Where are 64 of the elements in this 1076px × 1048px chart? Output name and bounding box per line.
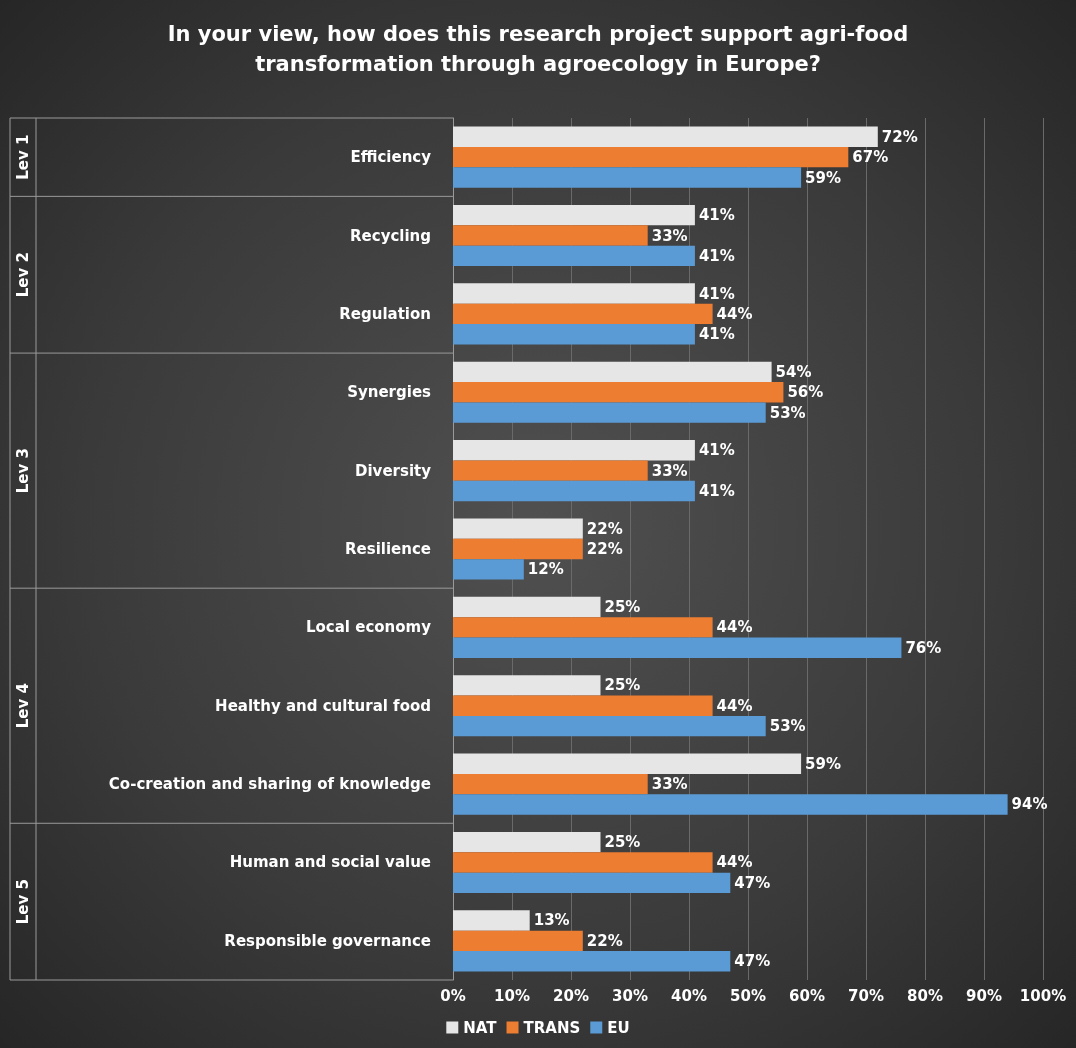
y-tick-label: Healthy and cultural food: [215, 696, 431, 715]
x-tick-label: 50%: [730, 986, 766, 1005]
data-label: 13%: [533, 911, 570, 930]
y-tick-label: Efficiency: [350, 148, 432, 167]
data-label: 41%: [698, 482, 735, 501]
data-label: 76%: [905, 638, 942, 657]
text: Lev 3: [14, 448, 32, 494]
y-tick-label: Human and social value: [229, 853, 431, 872]
y-tick-label: Recycling: [350, 226, 431, 245]
data-label: 53%: [769, 717, 806, 736]
y-tick-label: Synergies: [347, 383, 432, 402]
chart-title: In your view, how does this research project support agri-food transformation through agroecology in Europe?: [167, 22, 909, 76]
data-label: 41%: [698, 284, 735, 303]
data-label: 47%: [734, 873, 771, 892]
data-label: 41%: [698, 441, 735, 460]
legend-label: NAT: [463, 1018, 498, 1037]
data-label: 33%: [651, 775, 688, 794]
x-tick-label: 10%: [494, 986, 530, 1005]
legend-label: TRANS: [523, 1018, 581, 1037]
y-tick-label: Responsible governance: [224, 931, 431, 950]
data-label: 33%: [651, 461, 688, 480]
data-label: 44%: [716, 304, 753, 323]
x-tick-label: 80%: [907, 986, 943, 1005]
x-tick-label: 90%: [966, 986, 1002, 1005]
data-label: 12%: [527, 560, 564, 579]
data-label: 72%: [881, 127, 918, 146]
data-label: 94%: [1011, 795, 1048, 814]
data-label: 22%: [586, 519, 623, 538]
data-label: 33%: [651, 226, 688, 245]
data-label: 25%: [604, 676, 641, 695]
data-label: 41%: [698, 246, 735, 265]
data-label: 44%: [716, 853, 753, 872]
data-label: 47%: [734, 952, 771, 971]
data-label: 41%: [698, 206, 735, 225]
x-tick-label: 0%: [440, 986, 466, 1005]
y-tick-label: Co-creation and sharing of knowledge: [108, 775, 431, 794]
x-tick-label: 100%: [1019, 986, 1067, 1005]
data-label: 59%: [805, 168, 842, 187]
y-tick-label: Resilience: [345, 540, 431, 558]
data-label: 56%: [787, 383, 824, 402]
y-tick-label: Local economy: [305, 618, 432, 637]
x-tick-label: 60%: [789, 986, 825, 1005]
data-label: 25%: [604, 833, 641, 852]
data-label: 41%: [698, 325, 735, 344]
y-tick-label: Regulation: [339, 304, 431, 323]
data-label: 44%: [716, 618, 753, 637]
data-label: 22%: [586, 931, 623, 950]
x-tick-label: 20%: [553, 986, 589, 1005]
y-tick-label: Diversity: [355, 461, 432, 480]
data-label: 54%: [775, 362, 812, 381]
text: Lev 1: [14, 134, 32, 180]
text: Lev 4: [14, 683, 32, 729]
text: Lev 2: [14, 252, 32, 298]
data-label: 25%: [604, 597, 641, 616]
data-label: 67%: [852, 148, 889, 167]
data-label: 44%: [716, 696, 753, 715]
legend-label: EU: [607, 1018, 630, 1037]
text: Lev 5: [14, 879, 32, 925]
data-label: 53%: [769, 403, 806, 422]
data-label: 59%: [805, 754, 842, 773]
data-label: 22%: [586, 540, 623, 558]
x-tick-label: 30%: [612, 986, 648, 1005]
x-tick-label: 40%: [671, 986, 707, 1005]
x-tick-label: 70%: [848, 986, 884, 1005]
